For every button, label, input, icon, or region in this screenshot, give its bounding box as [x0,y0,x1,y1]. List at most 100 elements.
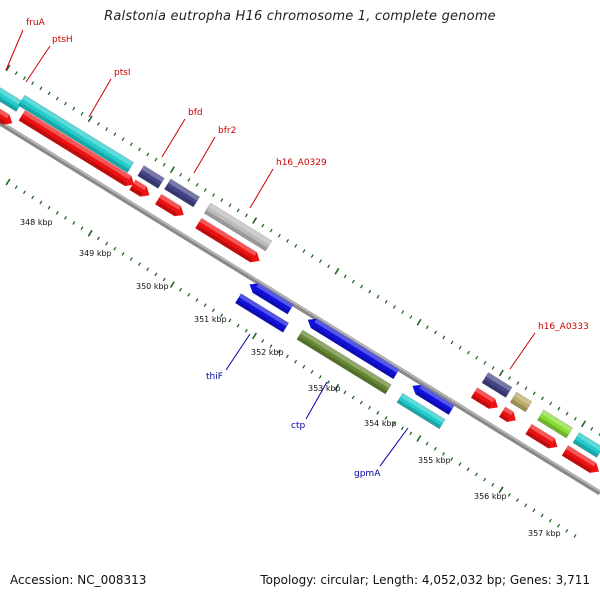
tick-mark [203,188,207,192]
tick-mark [548,518,552,523]
tick-mark [31,81,35,86]
accession-text: Accession: NC_008313 [10,573,147,587]
tick-mark [376,294,380,299]
tick-mark [392,305,396,309]
tick-mark [169,281,175,289]
tick-mark [540,513,544,518]
tick-mark [228,203,232,208]
forward-gene-box [481,372,513,398]
tick-mark [318,259,322,264]
summary-text: Topology: circular; Length: 4,052,032 bp… [260,573,590,587]
forward-cds-arrow [525,423,558,449]
gene-label-bfr2-leader-line [193,136,216,174]
label-layer: 348 kbp 349 kbp 350 kbp 351 kbp 352 kbp 353 k… [5,18,589,538]
reverse-cds-arrow [249,283,294,315]
tick-mark [195,298,199,302]
tick-mark [392,421,396,426]
gene-label-ptsH-leader-line [25,45,51,83]
tick-mark [187,292,191,297]
tick-mark [425,441,429,446]
tick-mark [409,315,413,319]
tick-mark [261,223,265,228]
forward-cds-arrow [129,179,150,197]
tick-mark [433,446,437,451]
gene-label-gpmA-leader-line [379,427,409,467]
scale-tick-label: 351 kbp [194,315,227,324]
tick-mark [39,86,43,91]
tick-mark [491,482,495,487]
tick-mark [491,366,495,370]
tick-mark [515,498,519,502]
scale-tick-label: 350 kbp [136,282,169,291]
scale-tick-label: 354 kbp [364,419,397,428]
tick-mark [113,132,117,136]
tick-mark [286,238,290,243]
tick-mark [360,284,364,289]
forward-cds-arrow [18,110,135,187]
tick-mark [55,210,59,215]
tick-mark [466,350,470,355]
tick-mark [146,267,150,272]
tick-mark [310,254,314,258]
tick-mark [368,289,372,294]
tick-mark [483,360,487,365]
scale-tick-label: 348 kbp [20,218,53,227]
tick-mark [169,166,175,174]
tick-mark [244,213,248,218]
tick-mark [203,303,207,308]
gene-label-ctp-leader-line [305,381,328,420]
tick-mark [359,400,363,405]
tick-mark [252,332,258,340]
tick-mark [195,183,199,187]
tick-mark [72,106,76,111]
forward-gene-box [536,409,574,439]
tick-mark [598,432,600,436]
tick-mark [146,152,150,157]
tick-mark [401,310,405,314]
scale-tick-label: 355 kbp [418,456,451,465]
tick-mark [458,462,462,467]
tick-mark [450,340,454,345]
gene-label-h16_A0329-leader-line [249,168,274,209]
tick-mark [302,249,306,253]
forward-gene-box [572,432,600,458]
tick-mark [187,177,191,182]
tick-mark [565,528,569,533]
tick-mark [138,147,142,152]
tick-mark [5,178,11,186]
tick-mark [129,142,133,147]
tick-mark [516,381,520,386]
tick-mark [96,122,100,126]
forward-gene-box [163,178,201,208]
gene-label-thiF-leader-line [225,333,251,371]
tick-mark [162,277,166,282]
tick-mark [557,406,561,411]
tick-mark [212,193,216,197]
tick-mark [474,472,478,477]
tick-mark [384,416,388,420]
tick-mark [557,523,561,528]
tick-mark [64,101,68,106]
tick-mark [581,420,587,428]
tick-mark [137,262,141,266]
tick-mark [244,328,248,333]
tick-mark [524,503,528,508]
gene-label-bfd-leader-line [161,118,186,158]
tick-mark [466,467,470,472]
tick-mark [64,216,68,220]
forward-gene-box [0,82,23,112]
tick-mark [498,486,504,494]
forward-gene-box [203,202,273,252]
tick-mark [458,345,462,350]
forward-cds-arrow [0,105,13,125]
tick-mark [105,241,109,246]
tick-mark [318,375,322,379]
tick-mark [334,383,340,391]
tick-mark [294,244,298,248]
gene-label-fruA-leader-line [5,29,24,71]
tick-mark [154,272,158,277]
tick-mark [549,401,553,406]
tick-mark [87,115,93,123]
reverse-gene-box [234,293,290,333]
tick-mark [573,534,577,538]
